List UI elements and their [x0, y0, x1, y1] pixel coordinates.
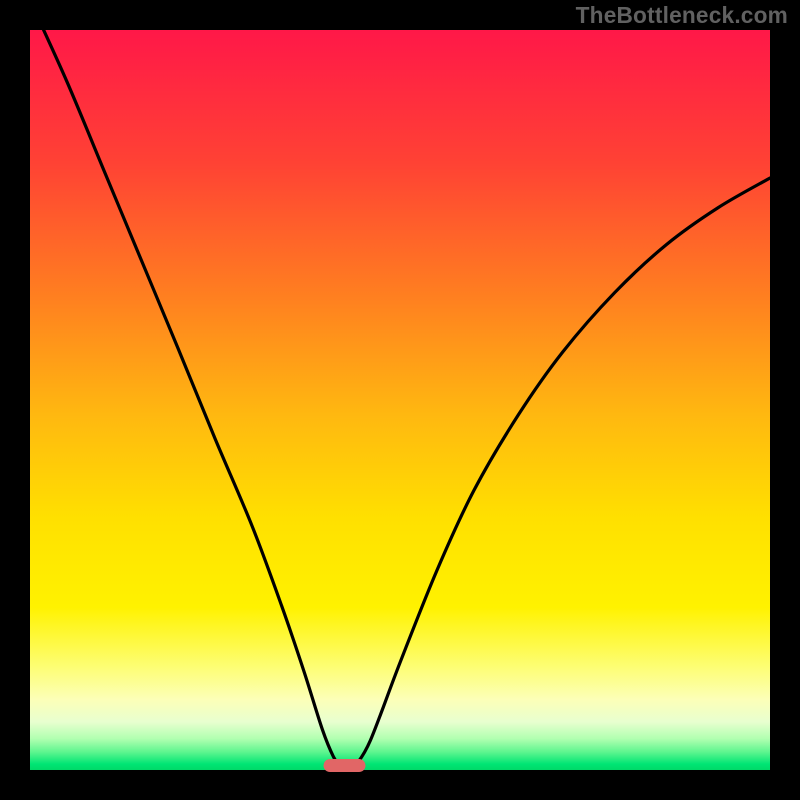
- bottleneck-chart: [0, 0, 800, 800]
- chart-container: { "attribution": { "text": "TheBottlenec…: [0, 0, 800, 800]
- bottleneck-marker: [324, 759, 366, 772]
- attribution-label: TheBottleneck.com: [576, 2, 788, 29]
